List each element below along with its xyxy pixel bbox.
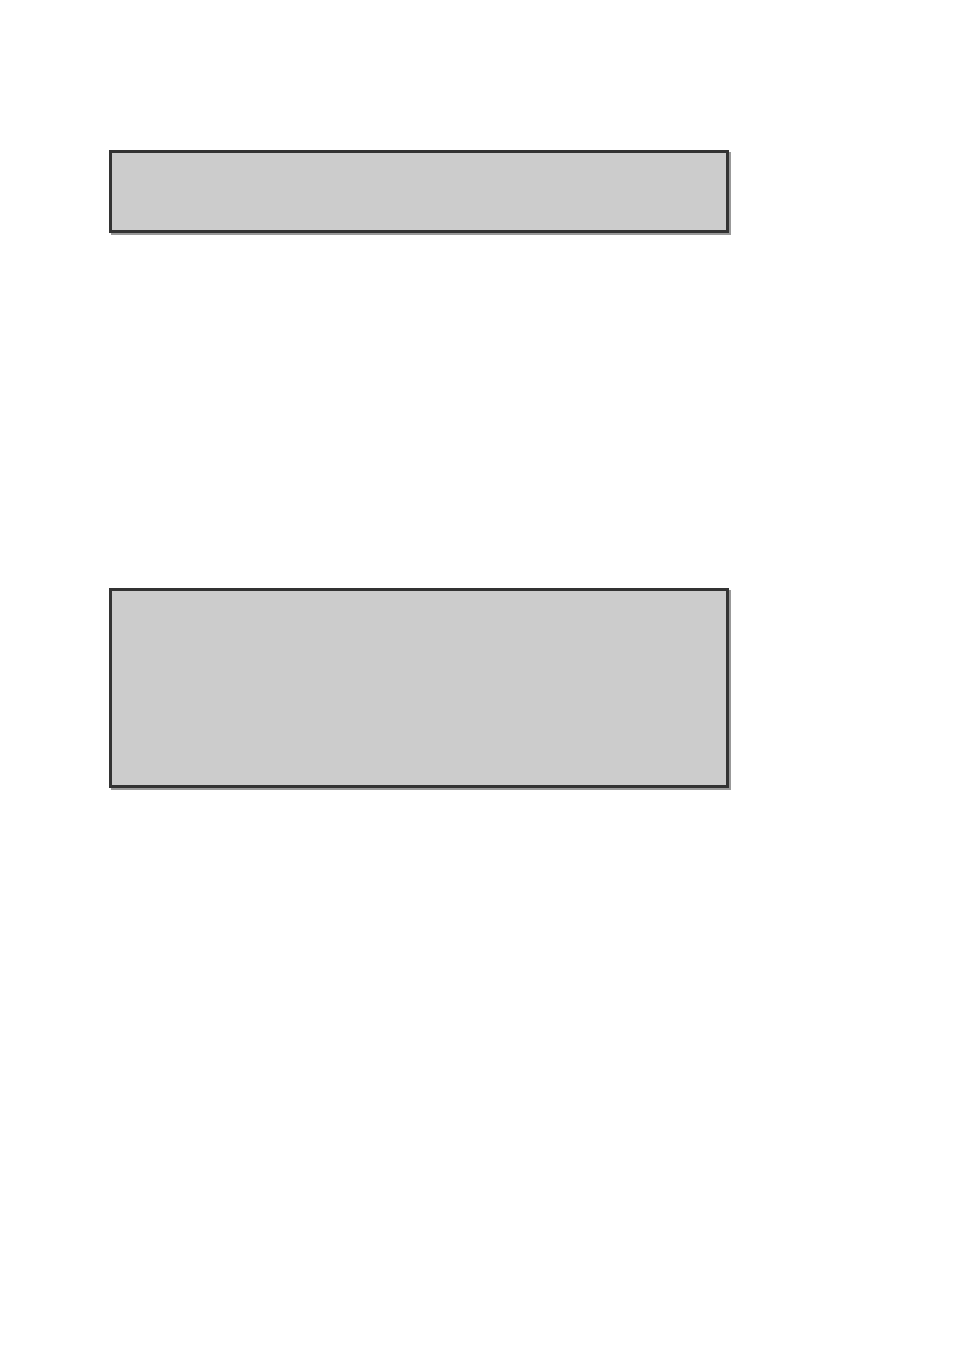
empty-box-top — [109, 150, 729, 233]
empty-box-middle — [109, 588, 729, 788]
